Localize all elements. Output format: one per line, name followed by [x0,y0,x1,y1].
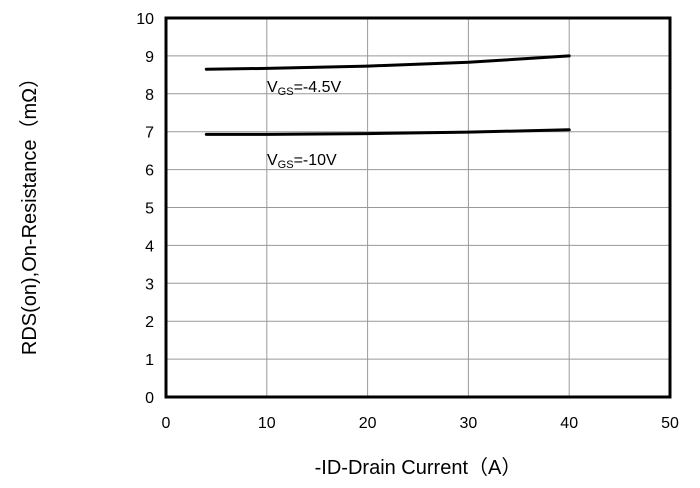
x-tick-label: 40 [560,415,578,432]
series-label: VGS=-4.5V [267,79,341,98]
series-line [204,128,571,136]
y-tick-label: 6 [145,163,154,180]
x-tick-label: 0 [162,415,171,432]
x-tick-labels: 0 10 20 30 40 50 [162,415,679,432]
y-tick-label: 2 [145,314,154,331]
y-tick-label: 7 [145,125,154,142]
y-tick-label: 3 [145,276,154,293]
series-line [204,54,571,71]
x-axis-label: -ID-Drain Current（A） [315,456,522,479]
x-tick-label: 10 [258,415,276,432]
y-tick-label: 4 [145,238,154,255]
x-tick-label: 30 [460,415,478,432]
y-tick-label: 8 [145,87,154,104]
x-tick-label: 50 [661,415,679,432]
x-tick-label: 20 [359,415,377,432]
y-tick-label: 9 [145,49,154,66]
series-label: VGS=-10V [267,152,337,171]
curves [204,54,571,136]
y-axis-label: RDS(on),On-Resistance（mΩ） [18,68,41,355]
y-tick-label: 0 [145,390,154,407]
y-tick-label: 1 [145,352,154,369]
y-tick-labels: 0 1 2 3 4 5 6 7 8 9 10 [136,11,154,407]
grid [166,18,670,397]
y-tick-label: 5 [145,201,154,218]
curve-labels: VGS=-4.5V VGS=-10V [267,79,341,171]
y-tick-label: 10 [136,11,154,28]
plot-frame [164,16,672,399]
